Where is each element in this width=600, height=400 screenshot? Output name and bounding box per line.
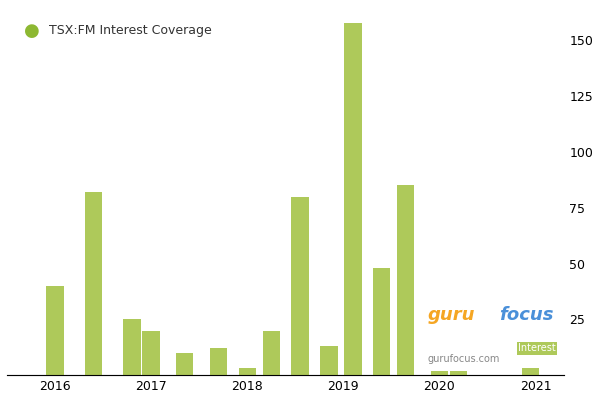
Text: TSX:FM Interest Coverage: TSX:FM Interest Coverage xyxy=(49,24,211,36)
Text: guru: guru xyxy=(428,306,475,324)
Text: gurufocus.com: gurufocus.com xyxy=(428,354,500,364)
Bar xyxy=(239,368,256,375)
Text: ●: ● xyxy=(23,22,40,40)
Bar xyxy=(373,268,391,375)
Text: focus: focus xyxy=(499,306,554,324)
Bar xyxy=(344,22,362,375)
Bar xyxy=(431,371,448,375)
Text: Interest: Interest xyxy=(518,343,556,353)
Bar xyxy=(210,348,227,375)
Bar xyxy=(123,319,140,375)
Bar xyxy=(85,192,102,375)
Bar xyxy=(292,197,308,375)
Bar xyxy=(263,330,280,375)
Bar xyxy=(397,186,415,375)
Bar xyxy=(46,286,64,375)
Bar xyxy=(522,368,539,375)
Bar xyxy=(176,353,193,375)
Bar xyxy=(450,371,467,375)
Bar xyxy=(320,346,338,375)
Bar xyxy=(142,330,160,375)
